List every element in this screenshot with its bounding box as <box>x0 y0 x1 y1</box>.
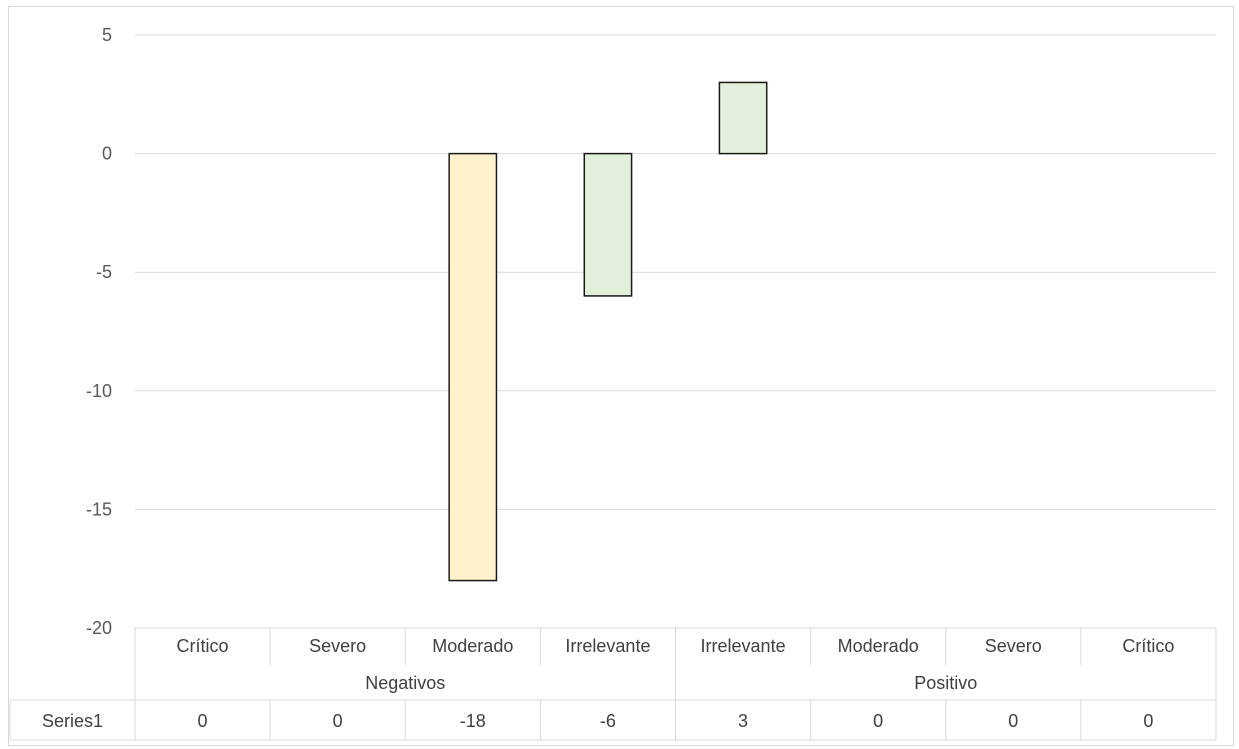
chart-frame <box>8 6 1234 746</box>
bar-4 <box>718 81 768 155</box>
y-tick-label: -10 <box>86 381 112 401</box>
category-label: Crítico <box>177 636 229 656</box>
value-cell: 0 <box>873 711 883 731</box>
category-label: Irrelevante <box>701 636 786 656</box>
value-cell: -18 <box>460 711 486 731</box>
category-label: Crítico <box>1122 636 1174 656</box>
y-tick-label: -20 <box>86 618 112 638</box>
y-axis-tick-labels: 5 0 -5 -10 -15 -20 <box>86 25 112 638</box>
value-cell: -6 <box>600 711 616 731</box>
bar-3 <box>583 152 633 297</box>
category-label: Irrelevante <box>565 636 650 656</box>
y-tick-label: -15 <box>86 499 112 519</box>
value-cell: 0 <box>198 711 208 731</box>
value-cell: 0 <box>1008 711 1018 731</box>
group-label: Negativos <box>365 673 445 693</box>
value-cell: 3 <box>738 711 748 731</box>
group-label: Positivo <box>914 673 977 693</box>
y-tick-label: 5 <box>102 25 112 45</box>
bar-2 <box>448 152 498 582</box>
category-label: Moderado <box>838 636 919 656</box>
y-tick-label: -5 <box>96 262 112 282</box>
gridlines <box>135 34 1216 510</box>
data-table: Crítico Severo Moderado Irrelevante Irreleva… <box>9 627 1217 741</box>
category-label: Moderado <box>432 636 513 656</box>
category-label: Severo <box>985 636 1042 656</box>
category-label: Severo <box>309 636 366 656</box>
bars <box>448 81 768 582</box>
value-cell: 0 <box>1143 711 1153 731</box>
series-name-cell: Series1 <box>42 711 103 731</box>
y-tick-label: 0 <box>102 144 112 164</box>
value-cell: 0 <box>333 711 343 731</box>
